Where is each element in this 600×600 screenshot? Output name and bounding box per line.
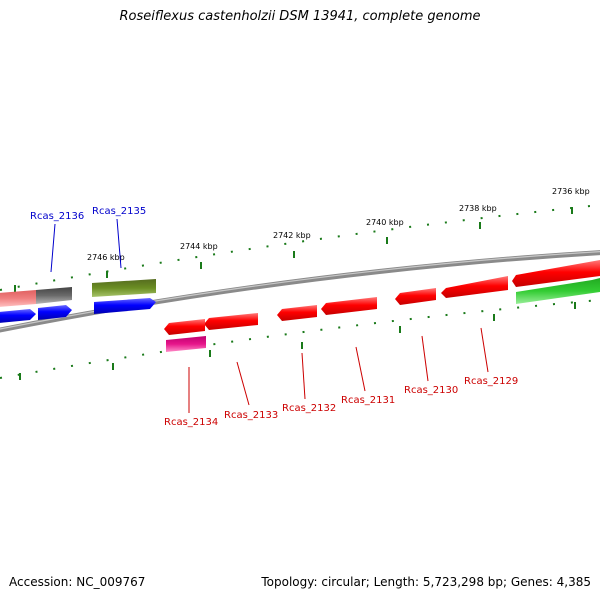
feature-magenta [166,336,206,352]
topology-text: Topology: circular; Length: 5,723,298 bp… [261,575,591,589]
genome-backbone [0,250,600,333]
features-forward [0,260,600,335]
feature-red [204,313,258,330]
lower-major-ticks [19,302,576,380]
feature-red [321,297,377,315]
callout-line [236,361,250,406]
feature-blue [38,305,72,320]
feature-olive [92,279,156,297]
feature-grey [36,287,72,304]
gene-label: Rcas_2132 [282,403,336,414]
callout-line [480,327,489,373]
gene-label: Rcas_2129 [464,376,518,387]
feature-red [164,319,205,335]
callout-line [116,218,122,269]
tick-label: 2742 kbp [273,231,311,240]
tick-labels: 2736 kbp 2738 kbp 2740 kbp 2742 kbp 2744… [87,187,590,262]
accession-text: Accession: NC_009767 [9,575,146,589]
major-ticks [14,207,573,292]
gene-label: Rcas_2133 [224,410,278,421]
gene-label: Rcas_2130 [404,385,458,396]
tick-label: 2740 kbp [366,218,404,227]
callout-line [301,352,306,400]
feature-blue [94,298,156,314]
feature-red [277,305,317,321]
features-reverse [0,278,600,352]
callout-line [50,223,56,273]
feature-green [516,278,600,304]
tick-label: 2746 kbp [87,253,125,262]
feature-red [395,288,436,305]
feature-red [512,260,600,287]
tick-label: 2738 kbp [459,204,497,213]
gene-label: Rcas_2134 [164,417,218,428]
genome-backbone-highlight [0,251,600,330]
callout-line [421,335,429,382]
upper-tick-arc [0,204,600,291]
map-title: Roseiflexus castenholzii DSM 13941, comp… [119,9,481,24]
tick-label: 2736 kbp [552,187,590,196]
gene-callouts [50,218,489,413]
tick-label: 2744 kbp [180,242,218,251]
feature-blue [0,309,36,323]
gene-label: Rcas_2136 [30,211,84,222]
gene-label: Rcas_2135 [92,206,146,217]
callout-line [355,346,366,392]
feature-red [441,276,508,298]
feature-pink [0,290,36,307]
gene-labels: Rcas_2136 Rcas_2135 Rcas_2134 Rcas_2133 … [30,206,518,428]
gene-label: Rcas_2131 [341,395,395,406]
